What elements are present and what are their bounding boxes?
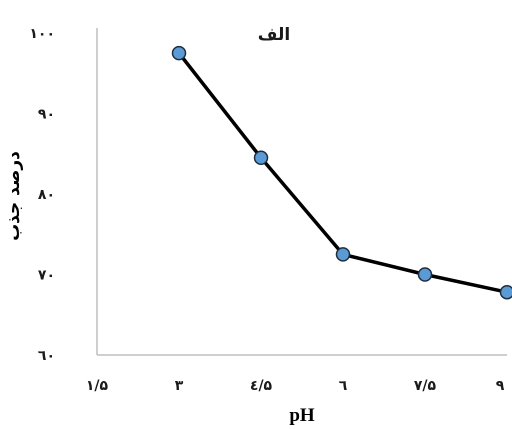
data-point xyxy=(171,45,187,61)
x-tick-label: ٤/۵ xyxy=(250,378,273,394)
data-point xyxy=(335,247,351,262)
x-tick-label: ۹ xyxy=(496,378,505,394)
x-tick-label: ۳ xyxy=(175,378,184,394)
x-tick-labels: ۱/۵ ۳ ٤/۵ ٦ ۷/۵ ۹ xyxy=(86,378,505,394)
data-points xyxy=(171,45,512,300)
x-tick-label: ۷/۵ xyxy=(414,378,437,394)
chart-title: الف xyxy=(258,25,290,45)
x-tick-label: ٦ xyxy=(339,378,348,394)
data-point xyxy=(253,150,269,166)
y-tick-label: ۹۰ xyxy=(38,107,55,123)
y-tick-label: ٦۰ xyxy=(38,348,55,364)
y-tick-label: ۱۰۰ xyxy=(29,26,55,42)
data-point xyxy=(499,284,512,300)
x-axis-label: pH xyxy=(289,405,315,426)
y-tick-labels: ٦۰ ۷۰ ۸۰ ۹۰ ۱۰۰ xyxy=(29,26,55,364)
y-axis-label: درصد جذب xyxy=(4,151,24,241)
data-point xyxy=(417,267,433,282)
y-tick-label: ۸۰ xyxy=(38,187,55,203)
x-tick-label: ۱/۵ xyxy=(86,378,109,394)
y-tick-label: ۷۰ xyxy=(38,268,55,284)
